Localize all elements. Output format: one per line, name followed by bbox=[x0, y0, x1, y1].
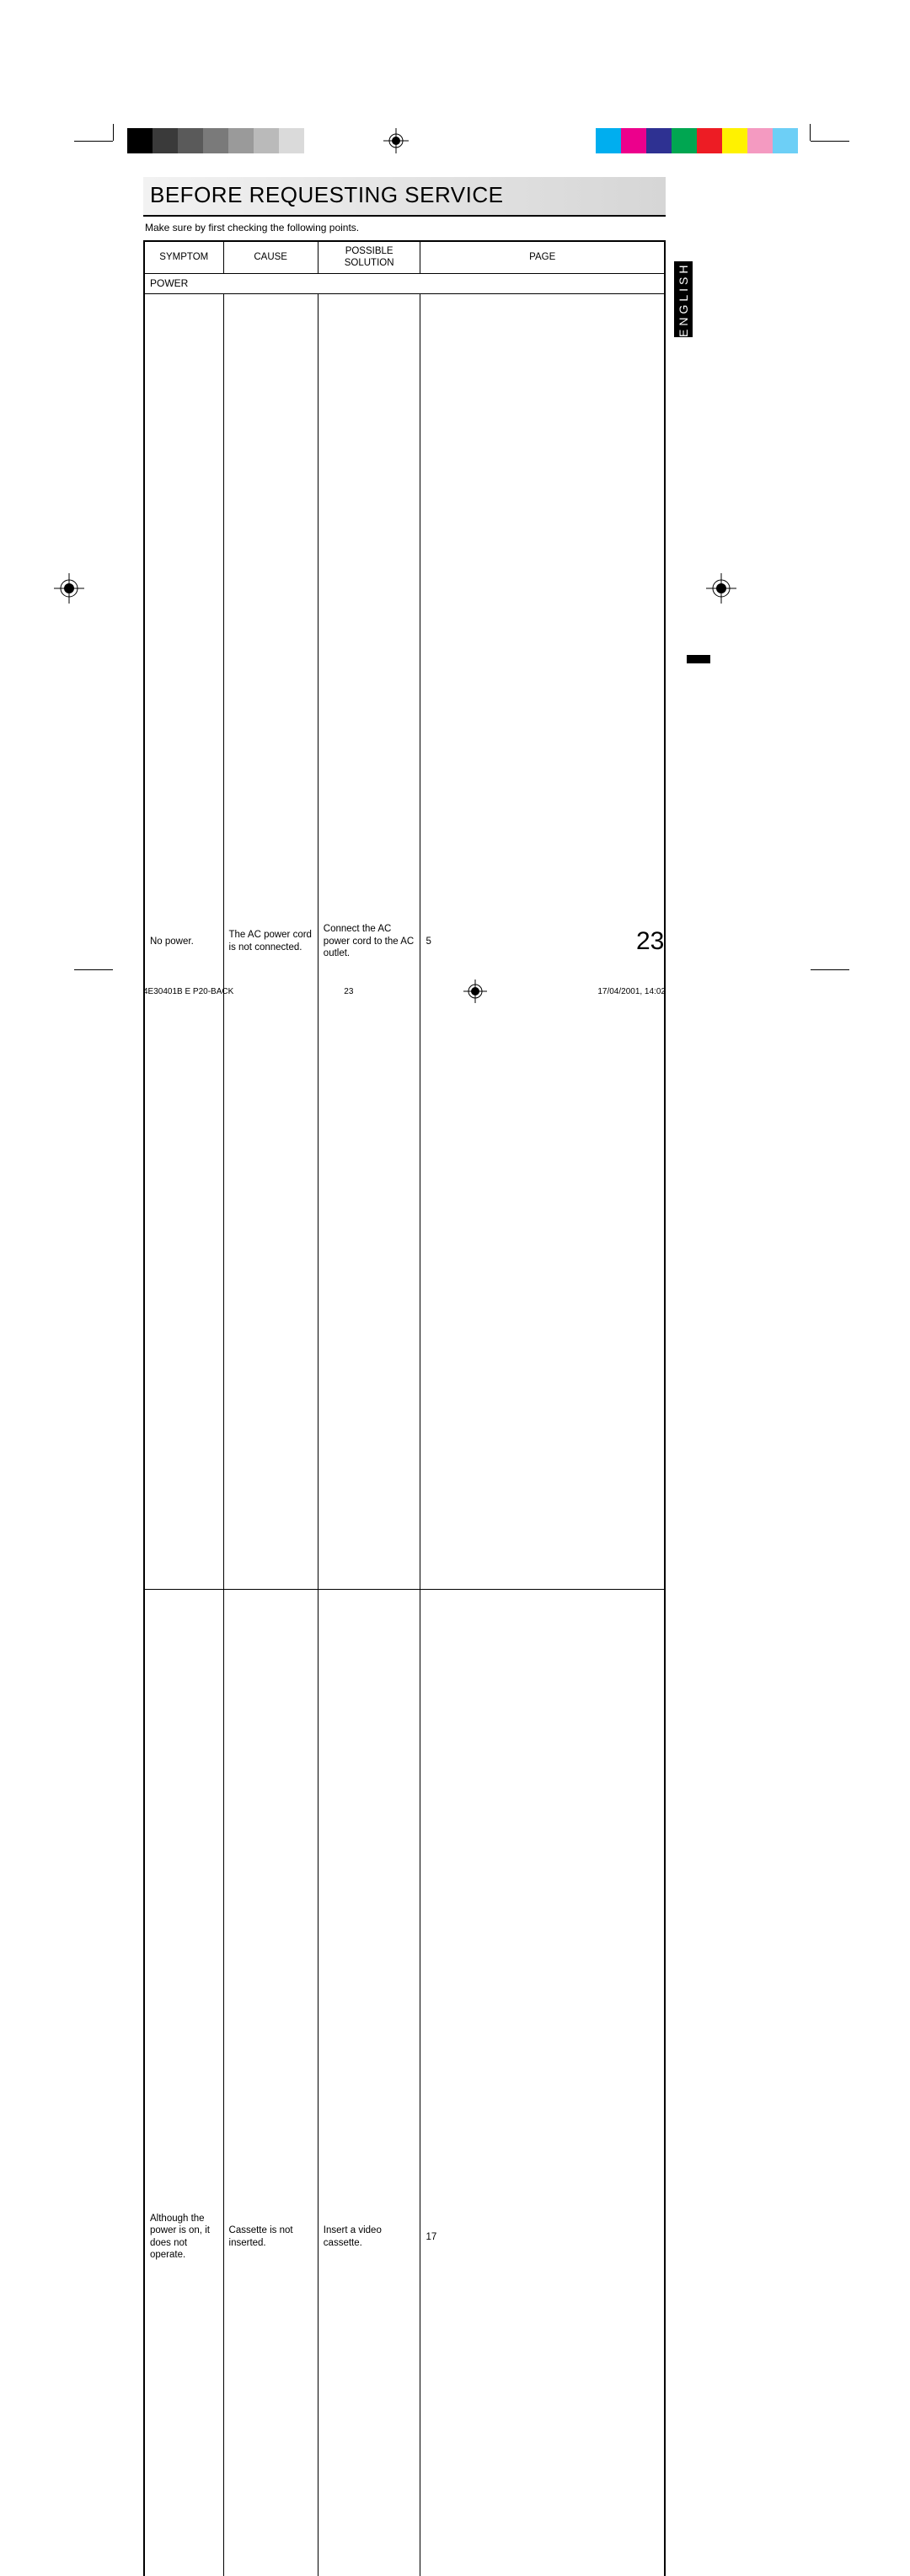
col-page: PAGE bbox=[420, 241, 665, 273]
col-cause: CAUSE bbox=[223, 241, 318, 273]
cell-symptom: Although the power is on, it does not op… bbox=[144, 1589, 223, 2576]
color-swatch bbox=[279, 128, 304, 153]
cell-page: 5 bbox=[420, 293, 665, 1589]
cell-cause: Cassette is not inserted. bbox=[223, 1589, 318, 2576]
content-area: BEFORE REQUESTING SERVICE Make sure by f… bbox=[143, 177, 666, 2576]
color-swatch bbox=[254, 128, 279, 153]
manual-page: ENGLISH BEFORE REQUESTING SERVICE Make s… bbox=[0, 0, 910, 1288]
color-bars bbox=[596, 128, 798, 153]
page-title: BEFORE REQUESTING SERVICE bbox=[143, 177, 666, 217]
color-swatch bbox=[697, 128, 722, 153]
crop-mark bbox=[74, 141, 113, 142]
cell-solution: Insert a video cassette. bbox=[318, 1589, 420, 2576]
section-row: POWER bbox=[144, 273, 665, 293]
language-tab: ENGLISH bbox=[674, 261, 693, 337]
crop-mark bbox=[113, 124, 114, 141]
grayscale-bars bbox=[127, 128, 329, 153]
color-swatch bbox=[672, 128, 697, 153]
color-swatch bbox=[203, 128, 228, 153]
registration-mark-icon bbox=[706, 573, 736, 604]
section-heading: POWER bbox=[144, 273, 665, 293]
table-row: No power.The AC power cord is not connec… bbox=[144, 293, 665, 1589]
footer: 4E30401B E P20-BACK 23 17/04/2001, 14:02 bbox=[143, 979, 666, 1003]
crop-mark bbox=[811, 141, 849, 142]
cell-solution: Connect the AC power cord to the AC outl… bbox=[318, 293, 420, 1589]
color-swatch bbox=[153, 128, 178, 153]
table-header-row: SYMPTOM CAUSE POSSIBLE SOLUTION PAGE bbox=[144, 241, 665, 273]
color-swatch bbox=[747, 128, 773, 153]
footer-page: 23 bbox=[344, 987, 353, 996]
color-swatch bbox=[596, 128, 621, 153]
crop-mark bbox=[811, 969, 849, 970]
crop-mark bbox=[810, 124, 811, 141]
footer-timestamp: 17/04/2001, 14:02 bbox=[597, 987, 666, 996]
registration-mark-icon bbox=[54, 573, 84, 604]
footer-doc-id: 4E30401B E P20-BACK bbox=[143, 987, 233, 996]
cell-cause: The AC power cord is not connected. bbox=[223, 293, 318, 1589]
registration-mark-icon bbox=[463, 979, 487, 1003]
color-swatch bbox=[773, 128, 798, 153]
color-swatch bbox=[304, 128, 329, 153]
color-swatch bbox=[621, 128, 646, 153]
color-swatch bbox=[646, 128, 672, 153]
color-swatch bbox=[722, 128, 747, 153]
intro-text: Make sure by first checking the followin… bbox=[145, 222, 666, 233]
crop-mark bbox=[74, 969, 113, 970]
page-number: 23 bbox=[636, 927, 664, 956]
registration-mark-icon bbox=[383, 128, 409, 153]
color-swatch bbox=[127, 128, 153, 153]
section-indicator bbox=[687, 655, 710, 663]
color-swatch bbox=[178, 128, 203, 153]
troubleshooting-table: SYMPTOM CAUSE POSSIBLE SOLUTION PAGE POW… bbox=[143, 240, 666, 2576]
col-symptom: SYMPTOM bbox=[144, 241, 223, 273]
col-solution: POSSIBLE SOLUTION bbox=[318, 241, 420, 273]
cell-page: 17 bbox=[420, 1589, 665, 2576]
table-row: Although the power is on, it does not op… bbox=[144, 1589, 665, 2576]
cell-symptom: No power. bbox=[144, 293, 223, 1589]
color-swatch bbox=[228, 128, 254, 153]
